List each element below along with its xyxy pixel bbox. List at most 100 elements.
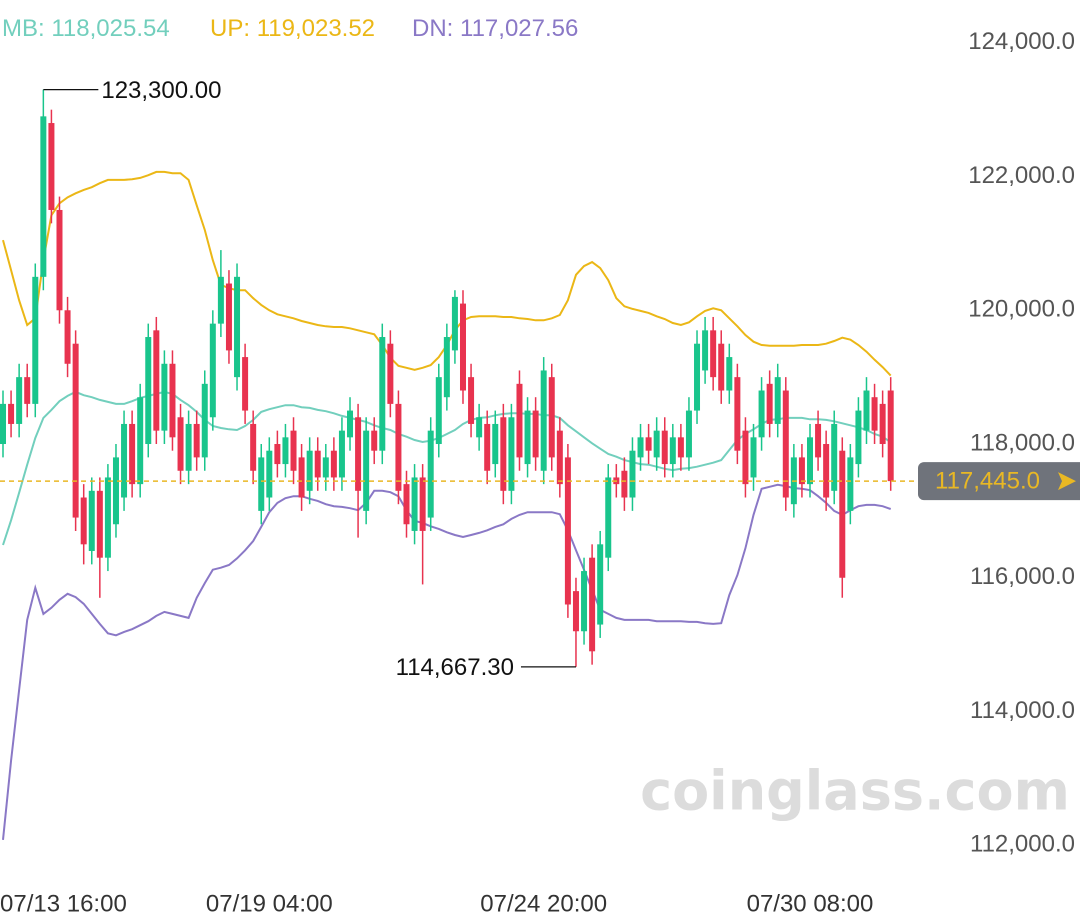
candle-body	[201, 383, 208, 458]
candle-body	[242, 357, 249, 411]
candle-body	[161, 363, 168, 431]
annotation-label: 123,300.00	[101, 77, 221, 104]
x-tick-label: 07/30 08:00	[747, 890, 874, 917]
candle-body	[532, 410, 539, 458]
candle-body	[322, 457, 329, 478]
candle-body	[516, 383, 523, 458]
candle-body	[314, 450, 321, 478]
legend-separator: :	[243, 15, 256, 42]
legend-value: 119,023.52	[257, 15, 375, 42]
annotation-label: 114,667.30	[396, 654, 514, 681]
candle-body	[8, 403, 15, 424]
candle-body	[104, 477, 111, 558]
candle-body	[290, 430, 297, 471]
candle-body	[371, 430, 378, 451]
candle-body	[217, 276, 224, 324]
candle-body	[355, 417, 362, 491]
candle-body	[661, 430, 668, 465]
legend-name: MB	[2, 15, 38, 42]
legend-name: DN	[412, 15, 447, 42]
candle-body	[234, 276, 241, 378]
legend-entry: MB: 118,025.54	[2, 15, 170, 42]
y-tick-label: 116,000.0	[970, 563, 1075, 590]
current-price-tag	[918, 462, 1080, 501]
candle-body	[379, 337, 386, 451]
x-tick-label: 07/19 04:00	[206, 890, 333, 917]
candle-body	[209, 323, 216, 418]
candle-body	[710, 330, 717, 378]
candle-body	[879, 403, 886, 445]
legend-entry: UP: 119,023.52	[210, 15, 375, 42]
candle-body	[48, 123, 55, 210]
candle-body	[88, 490, 95, 552]
candle-body	[855, 410, 862, 465]
legend-value: 117,027.56	[460, 15, 578, 42]
candle-body	[629, 450, 636, 498]
candle-body	[419, 477, 426, 531]
candle-body	[395, 403, 402, 491]
candle-body	[782, 390, 789, 498]
candle-body	[121, 423, 128, 498]
candle-body	[459, 303, 466, 391]
candle-body	[766, 383, 773, 424]
candle-body	[411, 477, 418, 531]
candle-body	[435, 377, 442, 445]
candle-body	[137, 397, 144, 485]
y-tick-label: 112,000.0	[970, 831, 1075, 858]
y-tick-label: 124,000.0	[968, 28, 1075, 55]
candle-body	[16, 377, 23, 424]
candle-body	[669, 437, 676, 465]
candle-body	[0, 403, 6, 445]
candle-body	[145, 337, 152, 445]
candle-body	[24, 377, 31, 404]
legend-name: UP	[210, 15, 243, 42]
candle-body	[298, 457, 305, 498]
candle-body	[443, 337, 450, 398]
candle-body	[556, 430, 563, 485]
y-tick-label: 120,000.0	[968, 296, 1075, 323]
candle-body	[758, 390, 765, 438]
candle-body	[169, 363, 176, 438]
candle-body	[847, 457, 854, 511]
current-price-label: 117,445.0	[935, 467, 1040, 494]
candle-body	[96, 490, 103, 558]
candle-body	[548, 377, 555, 458]
candle-body	[32, 276, 39, 404]
candle-body	[726, 357, 733, 391]
candle-body	[589, 557, 596, 652]
candle-body	[258, 457, 265, 511]
candle-body	[653, 430, 660, 458]
watermark: coinglass.com	[640, 760, 1070, 823]
candle-body	[80, 497, 87, 545]
candle-body	[718, 343, 725, 391]
candle-body	[56, 209, 63, 311]
candle-body	[685, 410, 692, 458]
candle-body	[694, 343, 701, 411]
x-tick-label: 07/24 20:00	[480, 890, 607, 917]
candle-body	[387, 343, 394, 404]
candle-body	[524, 410, 531, 465]
candle-body	[831, 423, 838, 491]
candle-body	[185, 423, 192, 471]
candle-body	[306, 450, 313, 491]
candle-body	[250, 423, 257, 471]
candle-body	[500, 417, 507, 491]
candle-body	[621, 470, 628, 498]
candle-body	[347, 410, 354, 438]
candle-body	[677, 437, 684, 458]
candle-body	[734, 377, 741, 451]
candle-body	[266, 450, 273, 498]
candle-body	[815, 423, 822, 458]
candle-body	[129, 423, 136, 485]
y-tick-label: 118,000.0	[970, 429, 1075, 456]
candle-body	[742, 430, 749, 485]
candle-body	[338, 430, 345, 478]
candle-body	[597, 544, 604, 625]
candle-body	[177, 417, 184, 471]
legend-entry: DN: 117,027.56	[412, 15, 578, 42]
candle-body	[564, 457, 571, 605]
candle-body	[403, 484, 410, 525]
x-tick-label: 07/13 16:00	[0, 890, 127, 917]
candle-body	[476, 417, 483, 438]
